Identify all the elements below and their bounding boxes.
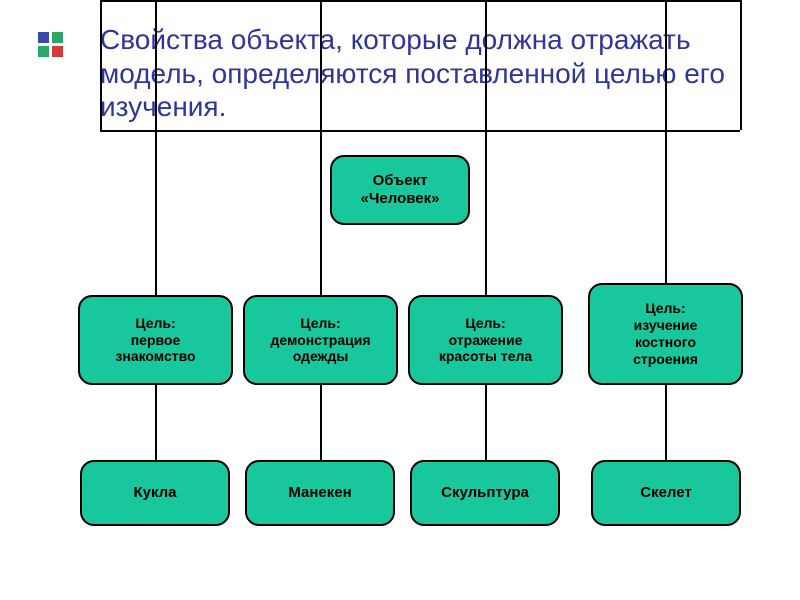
node-goal: Цель:демонстрацияодежды [243,295,398,385]
connector-line [155,0,157,526]
slide-title: Свойства объекта, которые должна отражат… [100,23,730,124]
decor-sq [38,46,49,57]
decor-sq [52,32,63,43]
node-result: Манекен [245,460,395,526]
diagram-root: Свойства объекта, которые должна отражат… [0,0,800,600]
decor-sq [52,46,63,57]
connector-line [100,0,102,130]
connector-line [100,130,740,132]
node-result-text: Манекен [288,484,351,502]
node-goal: Цель:изучениекостногостроения [588,283,743,385]
node-goal: Цель:отражениекрасоты тела [408,295,563,385]
decor-sq [38,32,49,43]
node-object-text: Объект«Человек» [361,172,440,208]
connector-line [100,0,740,2]
node-result-text: Скульптура [441,484,529,502]
connector-line [485,0,487,526]
node-result-text: Кукла [133,484,176,502]
node-goal: Цель:первоезнакомство [78,295,233,385]
node-goal-text: Цель:первоезнакомство [115,315,195,365]
connector-line [320,0,322,526]
node-goal-text: Цель:изучениекостногостроения [633,300,698,367]
node-result: Скульптура [410,460,560,526]
node-goal-text: Цель:демонстрацияодежды [270,315,370,365]
node-result: Скелет [591,460,741,526]
slide-bullets-decor [38,32,78,72]
node-object: Объект«Человек» [330,155,470,225]
node-goal-text: Цель:отражениекрасоты тела [439,315,532,365]
connector-line [740,0,742,130]
connector-line [665,0,667,526]
node-result-text: Скелет [640,484,692,502]
node-result: Кукла [80,460,230,526]
